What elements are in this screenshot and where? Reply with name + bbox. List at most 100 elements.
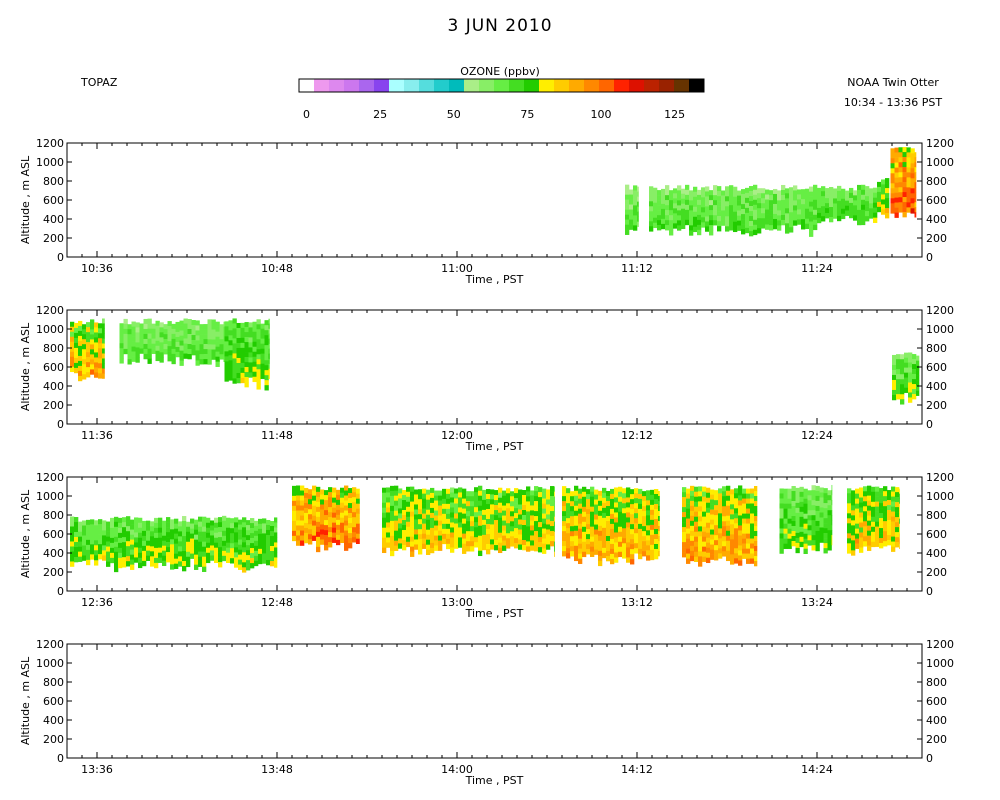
ozone-cell: [506, 543, 511, 549]
ozone-cell: [126, 541, 131, 547]
ozone-cell: [598, 510, 603, 517]
ozone-cell: [879, 543, 884, 549]
ozone-cell: [741, 219, 746, 225]
ozone-cell: [765, 209, 770, 215]
ozone-cell: [74, 532, 79, 538]
x-axis-label: Time , PST: [465, 607, 524, 620]
ozone-cell: [861, 219, 866, 226]
ozone-cell: [717, 226, 722, 232]
ozone-cell: [713, 200, 718, 206]
ozone-cell: [518, 489, 523, 495]
ozone-cell: [110, 517, 115, 524]
ozone-cell: [685, 194, 690, 201]
ozone-cell: [134, 527, 139, 533]
ozone-cell: [546, 489, 551, 495]
ozone-cell: [187, 348, 192, 355]
ozone-cell: [803, 498, 808, 504]
ozone-cell: [857, 204, 862, 211]
ozone-cell: [316, 516, 321, 523]
ozone-cell: [566, 538, 571, 544]
ozone-cell: [142, 550, 147, 557]
ozone-cell: [328, 502, 333, 508]
ozone-cell: [348, 508, 353, 514]
ozone-cell: [787, 513, 792, 519]
ozone-cell: [855, 538, 860, 544]
ozone-cell: [119, 343, 124, 349]
ozone-cell: [450, 502, 455, 508]
ozone-cell: [550, 501, 555, 507]
ozone-cell: [418, 504, 423, 510]
ozone-cell: [86, 549, 91, 556]
y-tick-label: 0: [57, 251, 64, 264]
ozone-cell: [890, 173, 895, 179]
ozone-cell: [194, 519, 199, 525]
ozone-cell: [638, 518, 643, 525]
ozone-cell: [630, 554, 635, 560]
ozone-cell: [199, 344, 204, 350]
ozone-cell: [518, 534, 523, 540]
ozone-cell: [869, 193, 874, 199]
ozone-cell: [191, 330, 196, 336]
ozone-cell: [574, 525, 579, 532]
ozone-cell: [754, 546, 758, 552]
ozone-cell: [821, 186, 826, 192]
ozone-cell: [234, 557, 239, 563]
ozone-cell: [304, 507, 309, 514]
ozone-cell: [730, 494, 735, 500]
ozone-cell: [726, 550, 731, 557]
ozone-cell: [340, 512, 345, 519]
ozone-cell: [618, 531, 623, 538]
ozone-cell: [224, 371, 229, 377]
ozone-cell: [215, 326, 220, 332]
ozone-cell: [348, 528, 353, 534]
ozone-segment: [562, 485, 660, 567]
ozone-cell: [746, 488, 751, 494]
ozone-cell: [625, 184, 630, 190]
ozone-cell: [892, 384, 897, 391]
ozone-cell: [658, 515, 660, 522]
ozone-cell: [206, 542, 211, 549]
ozone-cell: [446, 533, 451, 540]
ozone-cell: [614, 542, 619, 548]
ozone-cell: [891, 541, 896, 547]
ozone-cell: [722, 551, 727, 557]
ozone-cell: [228, 340, 233, 346]
ozone-cell: [518, 494, 523, 500]
ozone-cell: [791, 541, 796, 547]
ozone-cell: [202, 561, 207, 567]
ozone-cell: [908, 357, 913, 363]
ozone-cell: [598, 560, 603, 567]
ozone-cell: [207, 324, 212, 330]
ozone-cell: [899, 518, 900, 524]
ozone-cell: [450, 487, 455, 493]
ozone-cell: [256, 319, 261, 325]
ozone-cell: [821, 211, 826, 217]
ozone-cell: [746, 533, 751, 539]
ozone-cell: [877, 206, 882, 213]
ozone-cell: [82, 329, 87, 335]
ozone-cell: [883, 496, 888, 502]
ozone-cell: [614, 522, 619, 528]
ozone-cell: [268, 333, 270, 340]
ozone-cell: [242, 562, 247, 568]
ozone-cell: [78, 340, 83, 347]
ozone-cell: [630, 509, 635, 515]
ozone-cell: [702, 531, 707, 537]
ozone-cell: [847, 508, 852, 514]
ozone-cell: [725, 221, 730, 227]
ozone-cell: [649, 196, 654, 202]
ozone-cell: [807, 490, 812, 496]
ozone-cell: [823, 513, 828, 519]
ozone-cell: [642, 506, 647, 512]
ozone-cell: [482, 539, 487, 546]
ozone-cell: [494, 530, 499, 536]
ozone-cell: [198, 546, 203, 552]
ozone-cell: [262, 523, 267, 529]
ozone-cell: [746, 523, 751, 529]
ozone-cell: [914, 172, 917, 178]
ozone-cell: [102, 343, 105, 349]
ozone-cell: [238, 534, 243, 540]
ozone-cell: [438, 540, 443, 546]
ozone-cell: [749, 226, 754, 232]
